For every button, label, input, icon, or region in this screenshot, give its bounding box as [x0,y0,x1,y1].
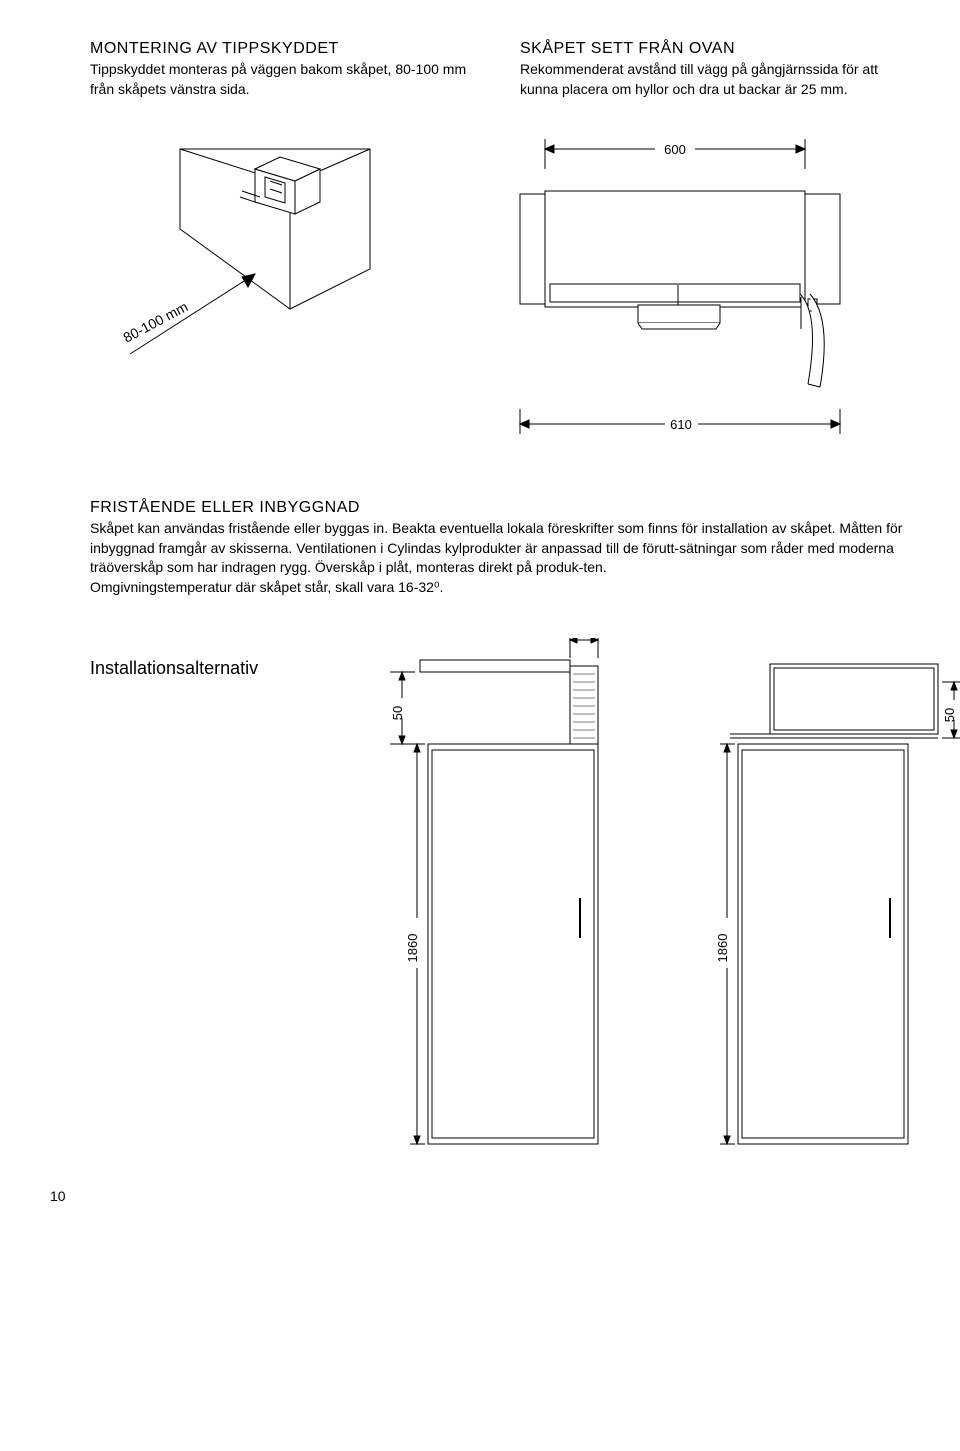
cabinet-a: 50 [370,638,640,1158]
left-column: MONTERING AV TIPPSKYDDET Tippskyddet mon… [90,40,480,99]
mounting-heading: MONTERING AV TIPPSKYDDET [90,40,480,58]
install-heading: Installationsalternativ [90,658,330,679]
topview-body: Rekommenderat avstånd till vägg på gångj… [520,60,910,99]
diagram-row: 80-100 mm 600 [90,129,910,449]
topview-diagram: 600 [470,129,910,449]
freestanding-body2: Omgivningstemperatur där skåpet står, sk… [90,578,910,598]
freestanding-body: Skåpet kan användas fristående eller byg… [90,519,910,578]
cabinet-b-svg: 50 1860 [680,638,960,1158]
page-number: 10 [50,1188,910,1204]
right-column: SKÅPET SETT FRÅN OVAN Rekommenderat avst… [520,40,910,99]
dim-610: 610 [670,417,692,432]
topview-heading: SKÅPET SETT FRÅN OVAN [520,40,910,58]
cabinet-b: 50 1860 [680,638,960,1158]
dim-600: 600 [664,142,686,157]
dim-b-height: 1860 [715,933,730,962]
dim-a-height: 1860 [405,933,420,962]
mounting-body: Tippskyddet monteras på väggen bakom skå… [90,60,480,99]
freestanding-heading: FRISTÅENDE ELLER INBYGGNAD [90,499,910,517]
top-columns: MONTERING AV TIPPSKYDDET Tippskyddet mon… [90,40,910,99]
section-freestanding: FRISTÅENDE ELLER INBYGGNAD Skåpet kan an… [90,499,910,597]
dim-b-right: 50 [942,707,957,721]
bracket-svg [90,129,440,379]
bracket-diagram: 80-100 mm [90,129,440,379]
dim-a-left: 50 [390,705,405,719]
topview-svg: 600 [470,129,890,449]
cabinet-a-svg: 50 [370,638,640,1158]
install-label-col: Installationsalternativ [90,638,330,689]
install-row: Installationsalternativ 50 [90,638,910,1158]
